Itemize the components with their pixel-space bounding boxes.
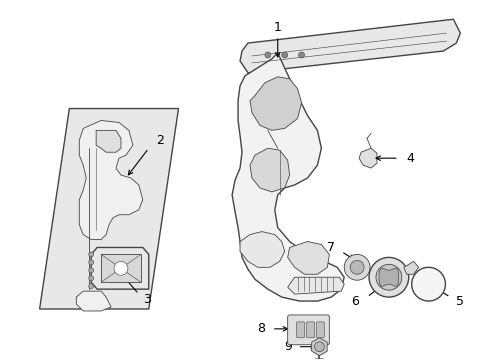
Polygon shape xyxy=(312,338,327,356)
Circle shape xyxy=(350,260,364,274)
Text: 8: 8 xyxy=(257,322,265,336)
Polygon shape xyxy=(79,121,143,239)
Polygon shape xyxy=(250,77,301,130)
Text: 9: 9 xyxy=(284,340,292,353)
Circle shape xyxy=(282,52,288,58)
Circle shape xyxy=(89,252,94,257)
Polygon shape xyxy=(288,277,344,294)
FancyBboxPatch shape xyxy=(317,322,324,338)
Circle shape xyxy=(376,264,402,290)
Polygon shape xyxy=(96,130,121,152)
Polygon shape xyxy=(40,109,178,309)
Polygon shape xyxy=(91,247,149,289)
Polygon shape xyxy=(359,148,377,168)
Circle shape xyxy=(369,257,409,297)
Text: 6: 6 xyxy=(351,294,359,307)
Text: 7: 7 xyxy=(327,241,335,254)
Circle shape xyxy=(89,268,94,273)
Text: 4: 4 xyxy=(407,152,415,165)
Circle shape xyxy=(344,255,370,280)
Polygon shape xyxy=(101,255,141,282)
Circle shape xyxy=(265,52,271,58)
Circle shape xyxy=(89,276,94,281)
FancyBboxPatch shape xyxy=(288,315,329,345)
Circle shape xyxy=(89,260,94,265)
Circle shape xyxy=(114,261,128,275)
Text: 5: 5 xyxy=(456,294,465,307)
Circle shape xyxy=(89,284,94,289)
Polygon shape xyxy=(240,231,285,267)
Polygon shape xyxy=(76,291,111,311)
Polygon shape xyxy=(232,53,344,301)
Circle shape xyxy=(315,342,324,352)
FancyBboxPatch shape xyxy=(307,322,315,338)
Polygon shape xyxy=(250,148,290,192)
Text: 1: 1 xyxy=(274,21,282,34)
Circle shape xyxy=(412,267,445,301)
Polygon shape xyxy=(288,242,329,274)
Polygon shape xyxy=(404,261,418,274)
Circle shape xyxy=(298,52,305,58)
Text: 3: 3 xyxy=(143,293,150,306)
Polygon shape xyxy=(240,19,460,73)
Polygon shape xyxy=(379,268,399,286)
Text: 2: 2 xyxy=(156,134,164,147)
FancyBboxPatch shape xyxy=(296,322,305,338)
